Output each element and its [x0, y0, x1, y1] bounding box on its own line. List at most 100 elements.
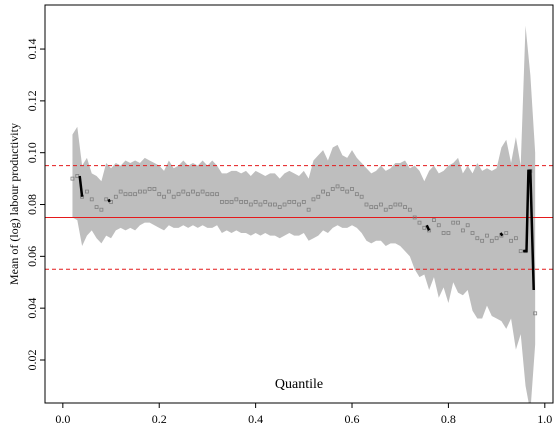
y-tick-label: 0.08 [25, 194, 39, 215]
x-tick-label: 0.0 [55, 412, 70, 426]
point [89, 197, 94, 202]
point [253, 200, 258, 204]
y-tick-label: 0.06 [25, 246, 39, 267]
point [403, 205, 407, 210]
point [287, 200, 292, 204]
point [94, 205, 99, 210]
confidence-band [72, 25, 536, 403]
point [407, 207, 412, 212]
y-tick-label: 0.14 [25, 39, 39, 60]
point [451, 220, 456, 225]
point [239, 200, 244, 204]
point [422, 225, 427, 230]
point [465, 223, 470, 228]
point [518, 249, 523, 254]
point [200, 189, 205, 194]
point [432, 218, 436, 222]
point [219, 200, 224, 204]
point [326, 192, 330, 197]
point [350, 187, 354, 191]
point [123, 192, 128, 197]
point [504, 231, 509, 235]
point [273, 202, 277, 207]
point [128, 192, 133, 197]
point [113, 194, 118, 199]
point [460, 228, 465, 233]
highlight-segment [523, 169, 535, 291]
point [258, 202, 263, 207]
point [297, 202, 301, 207]
y-tick-label: 0.10 [25, 142, 39, 163]
point [268, 202, 272, 207]
point [398, 202, 403, 207]
point [205, 192, 210, 197]
x-tick-label: 0.2 [152, 412, 167, 426]
y-tick-label: 0.04 [25, 298, 39, 319]
point [147, 187, 152, 191]
point [224, 200, 229, 204]
point [99, 207, 104, 212]
point [176, 192, 181, 197]
point [133, 192, 138, 197]
point [533, 311, 538, 316]
plot-area [45, 25, 553, 403]
point [383, 207, 388, 212]
point [166, 189, 171, 194]
point [485, 233, 489, 238]
point [412, 215, 417, 220]
point [282, 202, 287, 207]
point [374, 205, 379, 210]
point [138, 189, 142, 194]
x-tick-label: 1.0 [537, 412, 552, 426]
point [118, 189, 123, 194]
point [494, 236, 499, 241]
point [234, 197, 239, 202]
point [335, 184, 340, 189]
point [388, 205, 393, 210]
point [316, 194, 321, 199]
point [509, 238, 513, 243]
highlight-segment [107, 198, 111, 203]
x-tick-label: 0.4 [248, 412, 263, 426]
y-tick-label: 0.02 [25, 349, 39, 370]
point [436, 223, 441, 228]
point [186, 192, 191, 197]
point [85, 189, 89, 194]
point [446, 231, 451, 235]
point [306, 207, 311, 212]
x-tick-label: 0.6 [345, 412, 360, 426]
point [379, 202, 383, 207]
point [292, 200, 297, 204]
point [364, 202, 369, 207]
plot-frame [44, 4, 554, 404]
point [354, 192, 359, 197]
y-axis-label: Mean of (log) labour productivity [7, 123, 21, 285]
point [321, 189, 325, 194]
highlight-segment [78, 175, 84, 197]
point [210, 192, 215, 197]
point [75, 174, 80, 178]
point [171, 194, 176, 199]
point [215, 192, 219, 197]
point [513, 236, 518, 241]
point [369, 205, 374, 210]
point [417, 220, 422, 225]
y-tick-label: 0.12 [25, 90, 39, 111]
point [345, 189, 350, 194]
point [104, 197, 109, 202]
point [359, 194, 364, 199]
point [393, 202, 398, 207]
point [301, 200, 306, 204]
point [142, 189, 147, 194]
point [229, 200, 234, 204]
highlight-segment [499, 232, 504, 237]
point [157, 192, 162, 197]
point [470, 231, 475, 235]
point [181, 189, 186, 194]
x-axis-label: Quantile [275, 377, 323, 392]
point [162, 194, 166, 199]
point [475, 236, 480, 241]
point [152, 187, 157, 191]
